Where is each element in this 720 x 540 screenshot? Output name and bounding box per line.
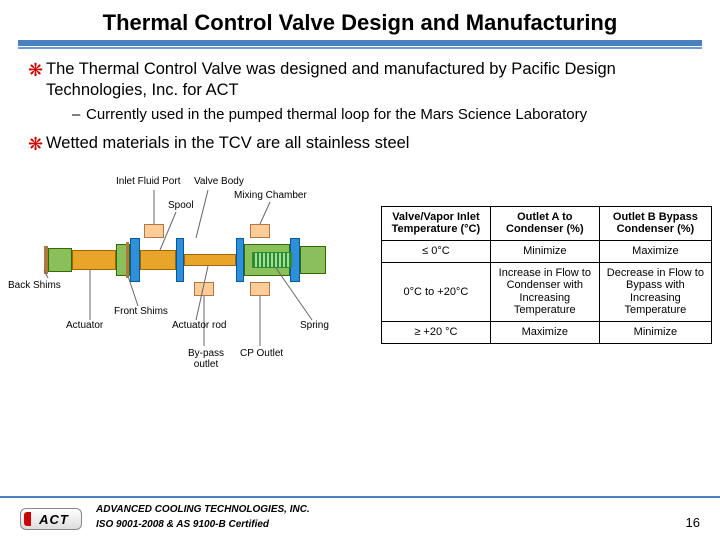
asterisk-icon: ❋ [28, 135, 46, 153]
inlet-port [144, 224, 164, 238]
content-row: Inlet Fluid Port Valve Body Spool Mixing… [0, 160, 720, 382]
cell: Increase in Flow to Condenser with Incre… [490, 262, 599, 322]
label-actuator: Actuator [66, 320, 103, 331]
footer: ACT ADVANCED COOLING TECHNOLOGIES, INC. … [0, 496, 720, 530]
label-front-shims: Front Shims [114, 306, 168, 317]
bullet-1-text: The Thermal Control Valve was designed a… [46, 59, 692, 100]
table-row: ≥ +20 °C Maximize Minimize [381, 322, 711, 344]
footer-company: ADVANCED COOLING TECHNOLOGIES, INC. [96, 504, 310, 515]
table-header-row: Valve/Vapor Inlet Temperature (°C) Outle… [381, 206, 711, 240]
cell: Maximize [599, 240, 711, 262]
table-row: ≤ 0°C Minimize Maximize [381, 240, 711, 262]
title-rule-thin [18, 47, 702, 49]
footer-certs: ISO 9001-2008 & AS 9100-B Certified [96, 519, 310, 530]
page-number: 16 [686, 515, 700, 530]
flange-left [130, 238, 140, 282]
asterisk-icon: ❋ [28, 61, 46, 79]
logo-stripe [24, 512, 31, 526]
label-valve-body: Valve Body [194, 176, 244, 187]
front-shims [126, 242, 129, 278]
cell: 0°C to +20°C [381, 262, 490, 322]
title-rule-thick [18, 40, 702, 46]
bullet-2: ❋ Wetted materials in the TCV are all st… [28, 133, 692, 154]
back-shims [44, 246, 48, 274]
sub-bullet-1: – Currently used in the pumped thermal l… [28, 106, 692, 125]
flange-mid2 [236, 238, 244, 282]
label-back-shims: Back Shims [8, 280, 61, 291]
end-cap-right [300, 246, 326, 274]
label-mixing: Mixing Chamber [234, 190, 307, 201]
col-header-2: Outlet B Bypass Condenser (%) [599, 206, 711, 240]
label-spring: Spring [300, 320, 329, 331]
label-bypass: By-pass outlet [184, 348, 228, 370]
logo-text: ACT [39, 512, 69, 527]
bullets-region: ❋ The Thermal Control Valve was designed… [0, 59, 720, 154]
cell: Maximize [490, 322, 599, 344]
bypass-port [194, 282, 214, 296]
cell: Decrease in Flow to Bypass with Increasi… [599, 262, 711, 322]
label-actuator-rod: Actuator rod [172, 320, 226, 331]
cell: Minimize [599, 322, 711, 344]
bullet-2-text: Wetted materials in the TCV are all stai… [46, 133, 409, 154]
label-inlet: Inlet Fluid Port [116, 176, 180, 187]
mixing-port [250, 224, 270, 238]
rod-body [184, 254, 236, 266]
cell: Minimize [490, 240, 599, 262]
sub-bullet-1-text: Currently used in the pumped thermal loo… [86, 106, 587, 125]
cp-port [250, 282, 270, 296]
table-row: 0°C to +20°C Increase in Flow to Condens… [381, 262, 711, 322]
behaviour-table: Valve/Vapor Inlet Temperature (°C) Outle… [381, 206, 712, 344]
label-cp-outlet: CP Outlet [240, 348, 283, 359]
label-spool: Spool [168, 200, 194, 211]
valve-diagram: Inlet Fluid Port Valve Body Spool Mixing… [8, 172, 377, 382]
flange-mid1 [176, 238, 184, 282]
spring [252, 252, 292, 268]
end-cap-left [48, 248, 72, 272]
footer-text: ADVANCED COOLING TECHNOLOGIES, INC. ISO … [96, 504, 310, 530]
cell: ≤ 0°C [381, 240, 490, 262]
col-header-0: Valve/Vapor Inlet Temperature (°C) [381, 206, 490, 240]
col-header-1: Outlet A to Condenser (%) [490, 206, 599, 240]
slide-title: Thermal Control Valve Design and Manufac… [0, 0, 720, 40]
actuator-body [72, 250, 116, 270]
bullet-1: ❋ The Thermal Control Valve was designed… [28, 59, 692, 100]
cell: ≥ +20 °C [381, 322, 490, 344]
act-logo: ACT [20, 508, 82, 530]
dash-icon: – [72, 106, 86, 123]
spool-body [140, 250, 176, 270]
behaviour-table-zone: Valve/Vapor Inlet Temperature (°C) Outle… [381, 206, 712, 344]
